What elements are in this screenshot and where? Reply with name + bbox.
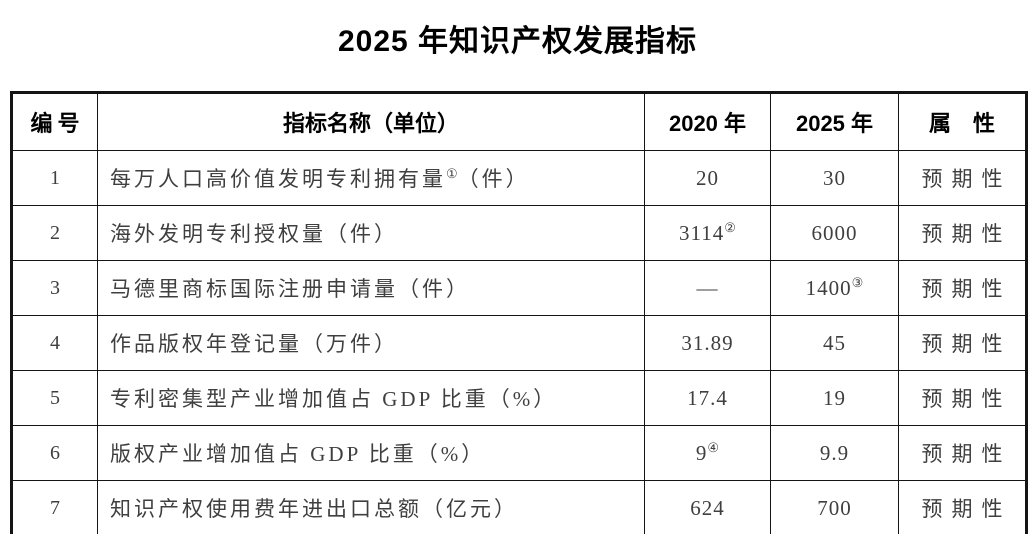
header-year-2020: 2020 年 bbox=[644, 92, 771, 151]
table-row: 5 专利密集型产业增加值占 GDP 比重（%） 17.4 19 预期性 bbox=[11, 370, 1027, 426]
attribute-value: 预期性 bbox=[898, 480, 1027, 534]
attribute-value-text: 预期性 bbox=[921, 277, 1012, 301]
attribute-value: 预期性 bbox=[898, 370, 1027, 426]
value-2020-text: — bbox=[696, 276, 719, 300]
row-number-text: 7 bbox=[50, 496, 60, 519]
row-number-text: 6 bbox=[50, 441, 60, 464]
value-2020: 17.4 bbox=[644, 370, 771, 426]
table-row: 4 作品版权年登记量（万件） 31.89 45 预期性 bbox=[11, 315, 1027, 371]
value-2020: 20 bbox=[644, 150, 771, 206]
table-row: 7 知识产权使用费年进出口总额（亿元） 624 700 预期性 bbox=[11, 480, 1027, 534]
indicator-name: 版权产业增加值占 GDP 比重（%） bbox=[97, 425, 645, 481]
indicator-name: 作品版权年登记量（万件） bbox=[97, 315, 645, 371]
row-number: 2 bbox=[11, 205, 98, 261]
indicator-name-text: 专利密集型产业增加值占 GDP 比重（%） bbox=[110, 387, 558, 411]
value-2020-text: 3114 bbox=[679, 221, 725, 245]
row-number: 5 bbox=[11, 370, 98, 426]
row-number: 6 bbox=[11, 425, 98, 481]
attribute-value-text: 预期性 bbox=[921, 442, 1012, 466]
indicator-name-text: 知识产权使用费年进出口总额（亿元） bbox=[110, 497, 518, 521]
value-2025-text: 9.9 bbox=[819, 441, 850, 465]
attribute-value-text: 预期性 bbox=[921, 387, 1012, 411]
indicator-name-text: 马德里商标国际注册申请量（件） bbox=[110, 277, 470, 301]
value-2020: 9④ bbox=[644, 425, 771, 481]
header-indicator-name: 指标名称（单位） bbox=[97, 92, 645, 151]
footnote-marker: ④ bbox=[707, 440, 720, 455]
indicators-table: 编号 指标名称（单位） 2020 年 2025 年 属 性 1 每万人口高价值发明… bbox=[10, 91, 1028, 534]
indicator-name: 海外发明专利授权量（件） bbox=[97, 205, 645, 261]
value-2020-text: 624 bbox=[690, 496, 725, 520]
value-2020: 3114② bbox=[644, 205, 771, 261]
row-number: 3 bbox=[11, 260, 98, 316]
header-year-2025: 2025 年 bbox=[770, 92, 899, 151]
value-2025: 1400③ bbox=[770, 260, 899, 316]
value-2020-text: 31.89 bbox=[681, 331, 734, 355]
indicator-name: 马德里商标国际注册申请量（件） bbox=[97, 260, 645, 316]
table-row: 3 马德里商标国际注册申请量（件） — 1400③ 预期性 bbox=[11, 260, 1027, 316]
value-2025: 6000 bbox=[770, 205, 899, 261]
row-number-text: 1 bbox=[50, 166, 60, 189]
value-2025-text: 30 bbox=[823, 166, 846, 190]
value-2025: 700 bbox=[770, 480, 899, 534]
header-attribute: 属 性 bbox=[898, 92, 1027, 151]
row-number: 7 bbox=[11, 480, 98, 534]
table-row: 1 每万人口高价值发明专利拥有量①（件） 20 30 预期性 bbox=[11, 150, 1027, 206]
value-2025-text: 6000 bbox=[811, 221, 858, 245]
row-number: 1 bbox=[11, 150, 98, 206]
value-2025: 19 bbox=[770, 370, 899, 426]
header-row: 编号 指标名称（单位） 2020 年 2025 年 属 性 bbox=[11, 92, 1027, 151]
value-2020: 31.89 bbox=[644, 315, 771, 371]
value-2025: 45 bbox=[770, 315, 899, 371]
attribute-value: 预期性 bbox=[898, 260, 1027, 316]
attribute-value: 预期性 bbox=[898, 205, 1027, 261]
value-2025: 9.9 bbox=[770, 425, 899, 481]
value-2020: — bbox=[644, 260, 771, 316]
value-2025-text: 1400 bbox=[805, 276, 852, 300]
value-2020-text: 9 bbox=[695, 441, 708, 465]
indicator-name: 每万人口高价值发明专利拥有量①（件） bbox=[97, 150, 645, 206]
indicator-name-text: 海外发明专利授权量（件） bbox=[110, 222, 398, 246]
indicator-name: 专利密集型产业增加值占 GDP 比重（%） bbox=[97, 370, 645, 426]
value-2025-text: 19 bbox=[823, 386, 846, 410]
row-number: 4 bbox=[11, 315, 98, 371]
attribute-value-text: 预期性 bbox=[921, 497, 1012, 521]
indicator-name-text: （件） bbox=[457, 167, 530, 191]
attribute-value: 预期性 bbox=[898, 150, 1027, 206]
row-number-text: 4 bbox=[50, 331, 60, 354]
value-2025-text: 700 bbox=[817, 496, 852, 520]
table-row: 6 版权产业增加值占 GDP 比重（%） 9④ 9.9 预期性 bbox=[11, 425, 1027, 481]
row-number-text: 3 bbox=[50, 276, 60, 299]
indicator-name: 知识产权使用费年进出口总额（亿元） bbox=[97, 480, 645, 534]
attribute-value: 预期性 bbox=[898, 425, 1027, 481]
value-2020: 624 bbox=[644, 480, 771, 534]
table-header: 编号 指标名称（单位） 2020 年 2025 年 属 性 bbox=[11, 92, 1027, 151]
value-2025: 30 bbox=[770, 150, 899, 206]
page-title: 2025 年知识产权发展指标 bbox=[337, 25, 698, 58]
footnote-marker: ③ bbox=[851, 275, 864, 290]
value-2020-text: 17.4 bbox=[687, 386, 728, 410]
indicator-name-text: 每万人口高价值发明专利拥有量 bbox=[110, 167, 446, 191]
table-row: 2 海外发明专利授权量（件） 3114② 6000 预期性 bbox=[11, 205, 1027, 261]
row-number-text: 5 bbox=[50, 386, 60, 409]
attribute-value-text: 预期性 bbox=[921, 167, 1012, 191]
footnote-marker: ② bbox=[724, 220, 736, 235]
attribute-value-text: 预期性 bbox=[921, 332, 1012, 356]
value-2020-text: 20 bbox=[696, 166, 719, 190]
attribute-value: 预期性 bbox=[898, 315, 1027, 371]
table-body: 1 每万人口高价值发明专利拥有量①（件） 20 30 预期性 2 海外发明专利授权量（件） 3… bbox=[11, 150, 1027, 534]
row-number-text: 2 bbox=[50, 221, 60, 244]
indicator-name-text: 作品版权年登记量（万件） bbox=[110, 332, 398, 356]
header-number: 编号 bbox=[11, 92, 98, 151]
indicator-name-text: 版权产业增加值占 GDP 比重（%） bbox=[110, 442, 486, 466]
footnote-marker: ① bbox=[446, 166, 458, 181]
attribute-value-text: 预期性 bbox=[921, 222, 1012, 246]
value-2025-text: 45 bbox=[823, 331, 846, 355]
